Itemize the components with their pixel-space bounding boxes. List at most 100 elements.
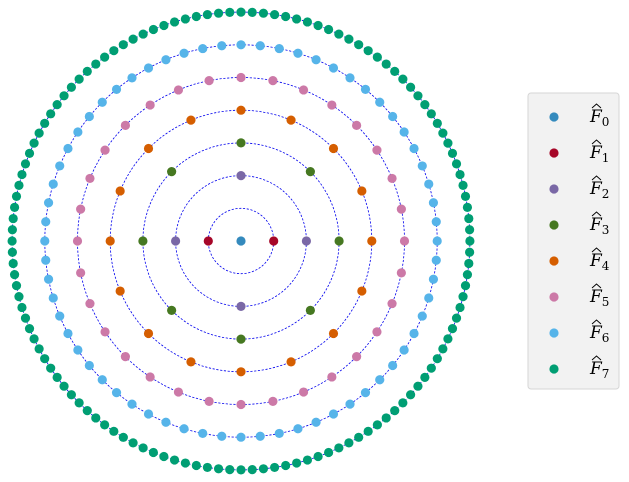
point-series-6 <box>328 63 339 73</box>
point-series-7 <box>281 11 291 22</box>
point-series-7 <box>447 148 458 158</box>
point-series-6 <box>43 198 54 208</box>
point-series-7 <box>213 464 224 474</box>
point-series-7 <box>213 8 224 18</box>
point-series-6 <box>274 428 284 439</box>
point-series-7 <box>74 74 84 84</box>
point-series-7 <box>59 381 69 391</box>
point-series-7 <box>420 100 430 110</box>
point-series-6 <box>198 428 208 439</box>
point-series-2 <box>236 301 246 311</box>
point-series-6 <box>143 409 154 419</box>
point-series-6 <box>161 417 171 427</box>
point-series-6 <box>40 236 50 246</box>
point-series-5 <box>387 173 397 184</box>
point-series-5 <box>387 298 397 309</box>
point-series-3 <box>138 236 148 246</box>
point-series-7 <box>258 8 269 18</box>
point-series-7 <box>432 118 442 128</box>
point-series-6 <box>111 84 122 94</box>
point-series-7 <box>381 413 391 423</box>
point-series-7 <box>354 40 364 50</box>
point-series-5 <box>268 396 278 406</box>
point-series-7 <box>46 109 56 119</box>
point-series-6 <box>360 84 371 94</box>
point-series-6 <box>293 424 303 434</box>
point-series-6 <box>236 432 246 442</box>
point-series-7 <box>128 34 138 44</box>
point-series-7 <box>202 462 213 473</box>
point-series-7 <box>390 66 400 76</box>
point-series-7 <box>118 40 128 50</box>
point-series-4 <box>143 143 154 154</box>
point-series-7 <box>40 354 50 364</box>
point-series-7 <box>100 420 110 430</box>
legend-hat-7 <box>591 355 602 361</box>
point-series-7 <box>191 11 201 22</box>
point-series-6 <box>428 198 439 208</box>
point-series-6 <box>111 388 122 398</box>
point-series-7 <box>458 180 468 190</box>
point-series-5 <box>236 72 246 83</box>
point-series-4 <box>367 236 377 246</box>
point-series-7 <box>334 443 344 453</box>
point-series-5 <box>399 236 410 246</box>
point-series-7 <box>258 464 269 474</box>
point-series-4 <box>115 186 125 196</box>
point-series-5 <box>145 100 155 110</box>
point-series-7 <box>9 269 20 280</box>
point-series-6 <box>432 236 442 246</box>
point-series-6 <box>417 161 427 171</box>
legend-marker-2 <box>549 184 559 194</box>
point-series-7 <box>247 7 257 17</box>
legend-marker-4 <box>549 256 559 266</box>
point-series-1 <box>269 236 279 246</box>
point-series-7 <box>363 46 373 56</box>
point-series-7 <box>29 334 39 344</box>
point-series-7 <box>462 269 473 280</box>
point-series-7 <box>74 398 84 408</box>
point-series-5 <box>76 204 86 214</box>
point-series-7 <box>451 159 462 169</box>
point-series-7 <box>118 432 128 442</box>
point-series-4 <box>286 115 296 125</box>
point-series-7 <box>443 138 453 148</box>
series-3-points <box>138 138 344 344</box>
point-series-6 <box>97 375 107 385</box>
point-series-6 <box>161 55 171 65</box>
point-series-7 <box>292 458 302 468</box>
point-series-3 <box>167 305 177 315</box>
point-series-7 <box>225 465 235 475</box>
point-series-7 <box>82 66 92 76</box>
legend-hat-1 <box>591 139 602 145</box>
point-series-7 <box>159 20 169 31</box>
point-series-6 <box>417 311 427 321</box>
point-series-5 <box>120 352 130 362</box>
point-series-7 <box>225 7 235 17</box>
point-series-6 <box>48 179 58 189</box>
point-series-2 <box>236 171 246 181</box>
point-series-6 <box>198 43 208 54</box>
point-series-7 <box>9 202 20 213</box>
point-series-7 <box>398 74 408 84</box>
point-series-7 <box>17 169 27 180</box>
point-series-7 <box>390 406 400 416</box>
point-series-0 <box>236 236 246 246</box>
point-series-3 <box>334 236 344 246</box>
point-series-6 <box>274 43 284 54</box>
series-2-points <box>171 171 311 311</box>
point-series-6 <box>179 424 189 434</box>
point-series-7 <box>398 398 408 408</box>
point-series-7 <box>465 225 475 235</box>
point-series-6 <box>236 40 246 50</box>
point-series-6 <box>84 360 94 371</box>
point-series-7 <box>29 138 39 148</box>
legend-hat-0 <box>591 103 602 109</box>
point-series-7 <box>148 24 158 35</box>
point-series-4 <box>328 143 339 154</box>
legend-marker-5 <box>549 292 559 302</box>
point-series-5 <box>85 173 95 184</box>
point-series-7 <box>426 363 436 373</box>
point-series-6 <box>73 345 83 355</box>
point-series-7 <box>24 324 35 334</box>
